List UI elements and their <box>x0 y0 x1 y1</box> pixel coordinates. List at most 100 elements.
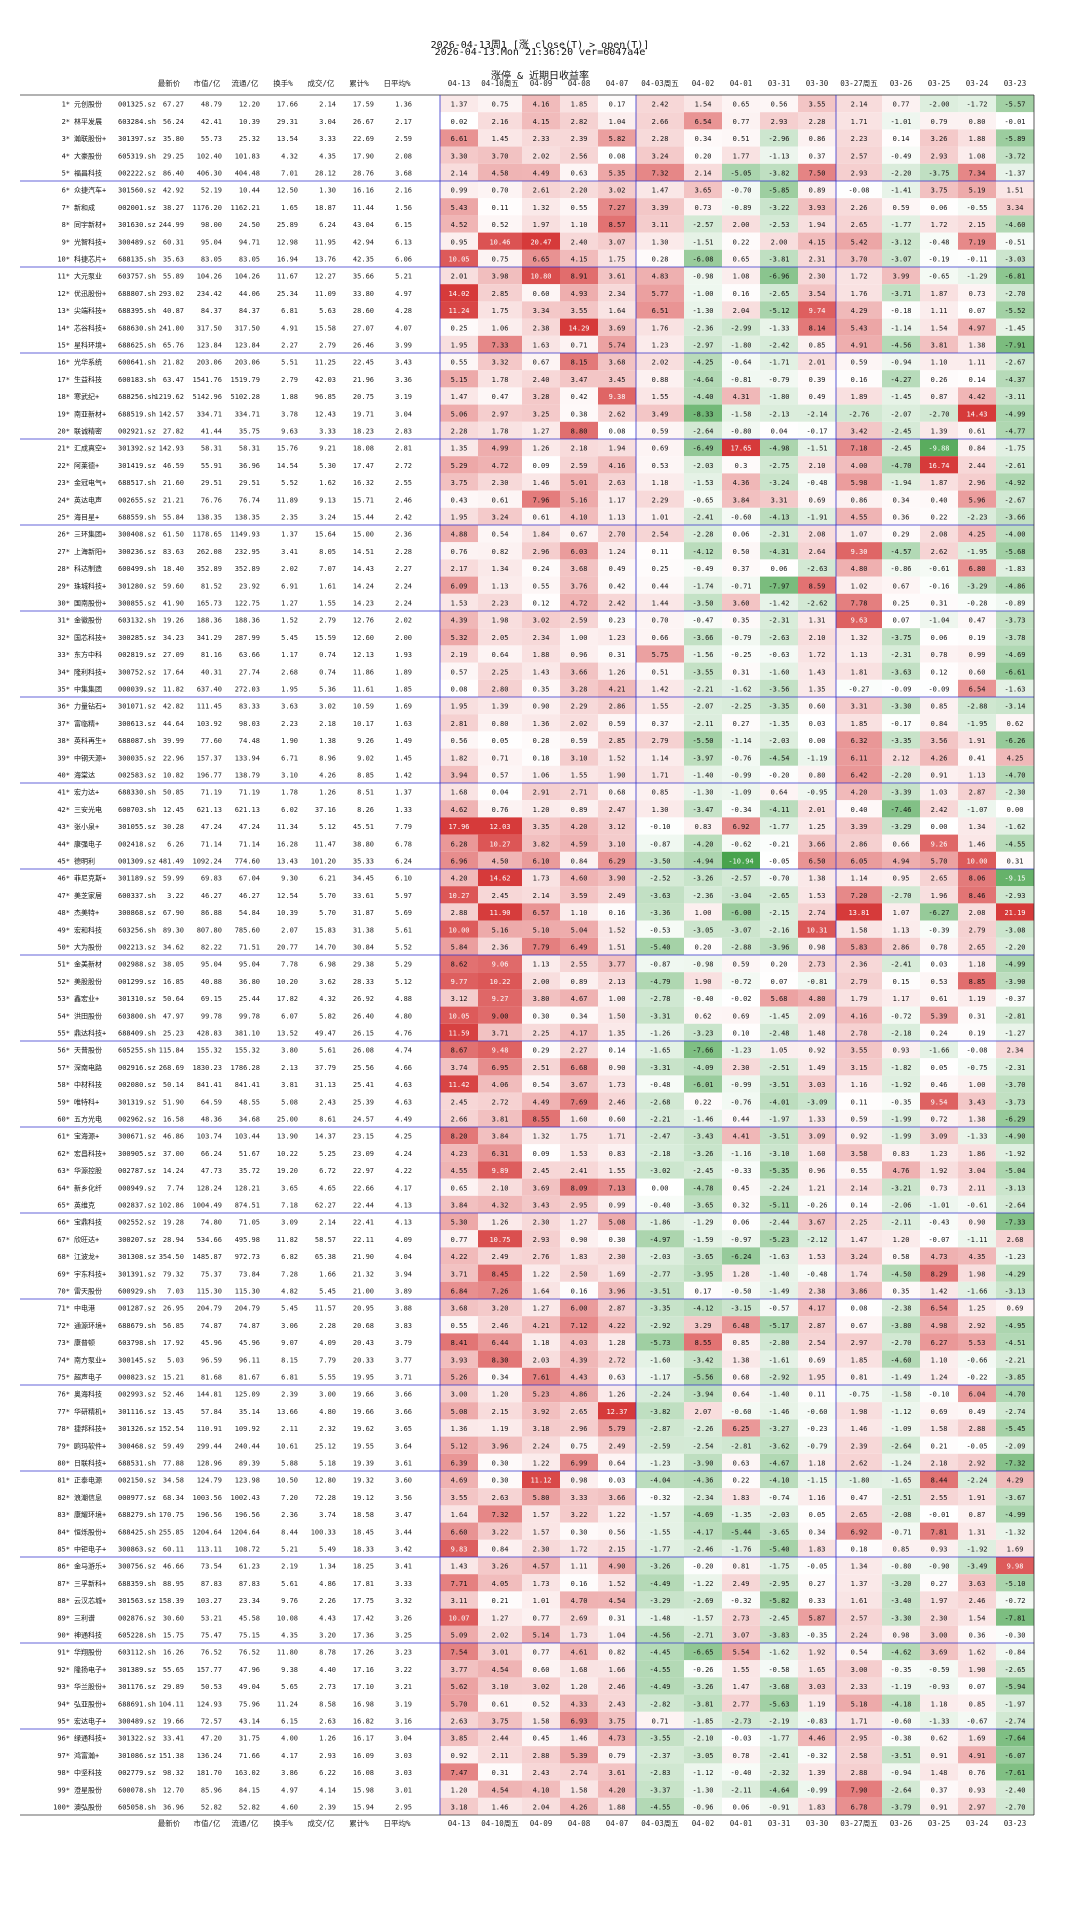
return-cell: -1.40 <box>692 771 713 779</box>
stock-name: 隆利科技+ <box>74 667 106 676</box>
stat-cell: 1.55 <box>319 599 336 607</box>
stock-name: 科达制造 <box>74 564 102 573</box>
stat-cell: 29.51 <box>239 479 260 487</box>
return-cell: -1.66 <box>966 1287 987 1295</box>
return-cell: -0.94 <box>890 359 911 367</box>
return-cell: -4.92 <box>1004 479 1025 487</box>
return-cell: 0.71 <box>652 1717 669 1725</box>
stat-cell: 14.37 <box>315 1133 336 1141</box>
return-cell: 1.37 <box>851 1580 868 1588</box>
stat-cell: 2.73 <box>319 1683 336 1691</box>
return-cell-bg <box>958 404 996 422</box>
stat-cell: 14.24 <box>163 1167 184 1175</box>
stat-cell: 352.89 <box>235 565 260 573</box>
return-cell-bg <box>722 198 760 216</box>
stat-cell: 4.28 <box>395 307 412 315</box>
return-cell: 2.91 <box>533 789 550 797</box>
return-cell: 2.79 <box>851 978 868 986</box>
return-cell: -3.79 <box>890 1803 911 1811</box>
return-cell: 3.00 <box>851 1666 868 1674</box>
return-cell-bg <box>760 95 798 113</box>
return-cell: 1.60 <box>571 1115 588 1123</box>
return-cell: -0.60 <box>806 1408 827 1416</box>
return-cell: 2.14 <box>533 892 550 900</box>
return-cell: -0.47 <box>692 617 713 625</box>
return-cell: 0.11 <box>851 1098 868 1106</box>
return-cell-bg <box>522 353 560 371</box>
stock-name: 英维克 <box>74 1200 95 1209</box>
return-cell: 0.58 <box>893 1253 910 1261</box>
return-cell: -3.96 <box>768 943 789 951</box>
stat-cell: 1.62 <box>319 479 336 487</box>
return-cell-bg <box>478 215 522 233</box>
return-cell: -1.19 <box>890 1683 911 1691</box>
stock-code: 002418.sz <box>118 840 156 848</box>
return-cell: 1.23 <box>652 341 669 349</box>
stock-name: 汇成真空+ <box>74 444 106 453</box>
stock-name: 元创股份 <box>74 100 102 109</box>
return-cell-bg <box>598 284 636 302</box>
stock-code: 300207.sz <box>118 1236 156 1244</box>
return-cell: -2.34 <box>692 1494 713 1502</box>
return-cell: 6.03 <box>571 548 588 556</box>
return-cell-bg <box>598 387 636 405</box>
return-cell: 1.26 <box>492 1219 509 1227</box>
return-cell: 12.37 <box>606 1408 627 1416</box>
return-cell: -0.64 <box>730 359 751 367</box>
return-cell: -0.71 <box>890 1528 911 1536</box>
return-cell: -0.34 <box>730 806 751 814</box>
return-cell: -1.58 <box>730 410 751 418</box>
stat-cell: 11.86 <box>353 668 374 676</box>
return-cell: 2.54 <box>652 531 669 539</box>
return-cell-bg <box>598 129 636 147</box>
return-cell: 1.23 <box>609 634 626 642</box>
stock-name: 金美新材 <box>74 960 102 969</box>
return-cell: 0.12 <box>931 668 948 676</box>
row-rank: 47* <box>57 892 70 900</box>
return-cell: 0.08 <box>851 1305 868 1313</box>
return-cell-bg <box>722 181 760 199</box>
row-rank: 40* <box>57 771 70 779</box>
stat-cell: 96.11 <box>239 1356 260 1364</box>
stat-cell: 1.65 <box>281 204 298 212</box>
stat-cell: 874.51 <box>235 1201 260 1209</box>
row-rank: 12* <box>57 290 70 298</box>
return-cell-bg <box>798 198 836 216</box>
stat-cell: 57.84 <box>201 1408 222 1416</box>
return-header: 04-13 <box>448 79 471 88</box>
return-cell: -0.72 <box>1004 1597 1025 1605</box>
stock-code: 301389.sz <box>118 1666 156 1674</box>
stat-cell: 3.33 <box>319 135 336 143</box>
stat-cell: 82.22 <box>201 943 222 951</box>
return-cell: -3.30 <box>890 703 911 711</box>
return-cell: -2.51 <box>768 1064 789 1072</box>
return-cell-bg <box>560 112 598 130</box>
return-cell: -0.33 <box>730 1167 751 1175</box>
stock-code: 688517.sh <box>118 479 156 487</box>
return-cell: 1.18 <box>533 1339 550 1347</box>
return-cell: -3.07 <box>890 255 911 263</box>
return-cell-bg <box>996 507 1034 525</box>
return-cell: 1.85 <box>851 1356 868 1364</box>
stat-cell: 111.45 <box>197 703 222 711</box>
return-cell: -0.87 <box>649 840 670 848</box>
return-cell: -4.20 <box>692 840 713 848</box>
stat-cell: 481.49 <box>159 857 184 865</box>
stat-cell: 2.83 <box>395 427 412 435</box>
return-cell: 4.99 <box>492 445 509 453</box>
return-cell: -4.36 <box>692 1477 713 1485</box>
return-cell-bg <box>722 318 760 336</box>
return-cell: 0.68 <box>609 789 626 797</box>
return-cell: 5.43 <box>451 204 468 212</box>
stock-code: 002655.sz <box>118 496 156 504</box>
return-cell: 0.62 <box>695 1012 712 1020</box>
stat-cell: 74.87 <box>239 1322 260 1330</box>
return-cell: 7.90 <box>851 1786 868 1794</box>
return-cell: -0.61 <box>966 1201 987 1209</box>
return-cell: -2.25 <box>730 703 751 711</box>
return-cell: 0.06 <box>771 565 788 573</box>
row-rank: 36* <box>57 703 70 711</box>
return-cell: -0.25 <box>730 651 751 659</box>
return-cell: -1.33 <box>768 324 789 332</box>
return-cell: 3.24 <box>851 1253 868 1261</box>
